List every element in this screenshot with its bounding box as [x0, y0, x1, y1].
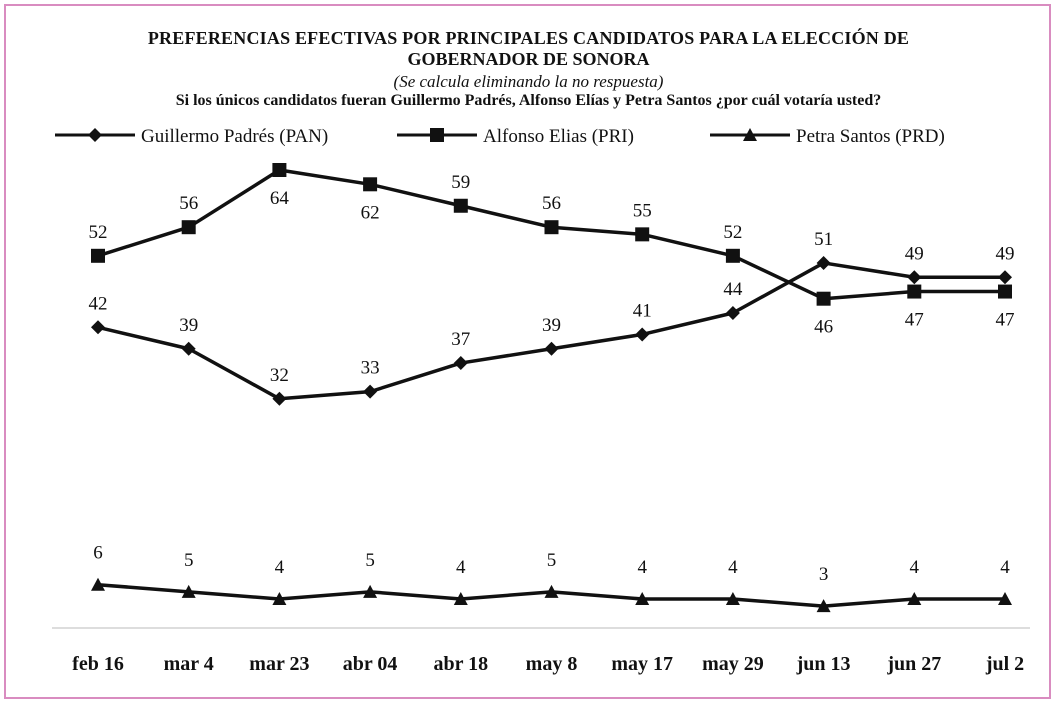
- legend-entry: Petra Santos (PRD): [796, 126, 945, 147]
- legend-marker: [88, 128, 102, 142]
- data-point: [453, 198, 468, 213]
- data-label: 52: [89, 222, 108, 243]
- data-point: [544, 220, 559, 235]
- data-label: 47: [996, 310, 1015, 331]
- data-point: [272, 391, 287, 406]
- data-point: [725, 248, 740, 263]
- data-label: 52: [723, 222, 742, 243]
- data-point: [91, 320, 105, 335]
- data-point: [635, 327, 650, 342]
- legend-marker: [430, 128, 444, 142]
- data-label: 49: [905, 243, 924, 264]
- data-label: 42: [89, 293, 108, 314]
- data-label: 5: [365, 550, 375, 571]
- data-point: [635, 592, 650, 605]
- x-tick-label: mar 4: [164, 653, 214, 675]
- data-point: [181, 341, 196, 356]
- data-point: [907, 284, 922, 299]
- chart-question: Si los únicos candidatos fueran Guillerm…: [175, 92, 882, 109]
- data-label: 64: [270, 188, 290, 209]
- data-label: 6: [93, 543, 103, 564]
- data-label: 41: [633, 300, 652, 321]
- data-point: [363, 177, 378, 192]
- data-label: 4: [275, 557, 285, 578]
- x-tick-label: mar 23: [249, 653, 309, 675]
- data-label: 39: [179, 315, 198, 336]
- data-point: [998, 270, 1012, 285]
- data-label: 5: [547, 550, 557, 571]
- data-label: 5: [184, 550, 194, 571]
- x-tick-label: may 17: [611, 653, 673, 675]
- legend-marker: [743, 128, 757, 141]
- legend-entry: Alfonso Elias (PRI): [483, 126, 634, 147]
- data-point: [453, 356, 468, 371]
- data-point: [998, 284, 1012, 299]
- data-label: 51: [814, 229, 833, 250]
- data-label: 56: [542, 193, 561, 214]
- series-line-2: [97, 168, 1005, 301]
- data-point: [363, 584, 378, 598]
- data-label: 49: [996, 243, 1015, 264]
- data-point: [272, 592, 287, 605]
- x-tick-label: abr 18: [433, 653, 488, 675]
- data-label: 4: [910, 557, 920, 578]
- x-tick-label: may 8: [526, 653, 578, 675]
- data-label: 4: [1000, 557, 1010, 578]
- data-label: 59: [451, 172, 470, 193]
- data-label: 3: [819, 564, 829, 585]
- data-point: [181, 584, 196, 598]
- data-point: [998, 592, 1012, 605]
- data-label: 44: [723, 279, 743, 300]
- data-point: [363, 384, 378, 399]
- data-point: [725, 592, 740, 605]
- data-point: [91, 577, 105, 591]
- data-point: [181, 220, 196, 235]
- data-point: [272, 163, 287, 177]
- data-point: [453, 592, 468, 605]
- data-point: [544, 584, 559, 598]
- data-point: [544, 341, 559, 356]
- chart-title-line2: GOBERNADOR DE SONORA: [407, 49, 650, 69]
- chart-subtitle: (Se calcula eliminando la no respuesta): [393, 72, 664, 91]
- data-label: 37: [451, 329, 470, 350]
- x-tick-label: jun 13: [796, 653, 851, 675]
- data-point: [635, 227, 650, 242]
- data-label: 46: [814, 317, 833, 338]
- data-label: 4: [728, 557, 738, 578]
- data-point: [907, 270, 922, 285]
- data-point: [816, 599, 831, 613]
- legend-entry: Guillermo Padrés (PAN): [141, 126, 328, 147]
- data-point: [725, 306, 740, 320]
- x-tick-label: feb 16: [72, 653, 124, 675]
- x-tick-label: may 29: [702, 653, 764, 675]
- x-tick-label: jul 2: [985, 653, 1024, 675]
- x-tick-label: abr 04: [343, 653, 398, 675]
- data-label: 4: [456, 557, 466, 578]
- data-point: [816, 291, 831, 306]
- x-tick-label: jun 27: [886, 653, 941, 675]
- data-label: 56: [179, 193, 198, 214]
- data-label: 39: [542, 315, 561, 336]
- data-label: 32: [270, 365, 289, 386]
- data-point: [816, 255, 831, 270]
- chart-title: PREFERENCIAS EFECTIVAS POR PRINCIPALES C…: [147, 28, 910, 48]
- data-point: [91, 248, 105, 263]
- data-label: 55: [633, 200, 652, 221]
- data-label: 47: [905, 310, 924, 331]
- data-label: 4: [637, 557, 647, 578]
- data-label: 33: [361, 358, 380, 379]
- data-label: 62: [361, 202, 380, 223]
- data-point: [907, 592, 922, 605]
